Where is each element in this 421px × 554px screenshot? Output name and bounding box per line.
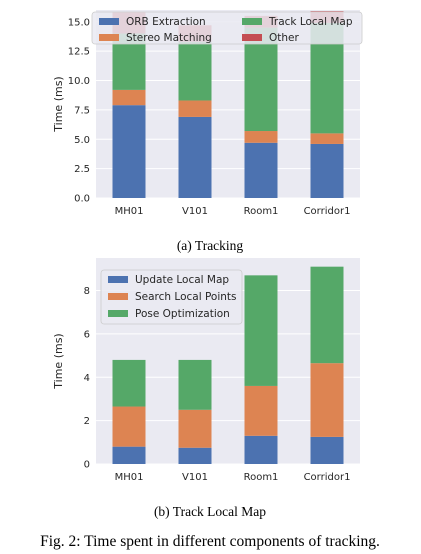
figure-caption: Fig. 2: Time spent in different componen… (40, 533, 380, 550)
x-tick-label: V101 (182, 472, 208, 483)
legend-label-orb-extraction: ORB Extraction (126, 16, 206, 28)
x-tick-label: Corridor1 (304, 472, 351, 483)
legend-swatch-other (242, 34, 262, 41)
x-tick-label: V101 (182, 206, 208, 217)
chart-track-local-map: 0 2 4 6 8 MH01 V101 Room1 Corridor1 Time (ms) Upda… (52, 258, 360, 483)
chart-tracking: 0.0 2.5 5.0 7.5 10.0 12.5 15.0 MH01 V101 Room1 Cor… (52, 10, 363, 217)
bar-v101-pose-optimization (178, 359, 212, 410)
y-tick-label: 12.5 (68, 47, 90, 58)
y-axis-label: Time (ms) (52, 76, 65, 132)
legend-swatch-pose-optimization (108, 310, 128, 317)
bar-room1-pose-optimization (244, 275, 278, 386)
bar-corridor1-update-local-map (310, 436, 344, 464)
legend-label-stereo-matching: Stereo Matching (126, 32, 212, 44)
y-tick-label: 15.0 (68, 17, 90, 28)
bar-mh01-search-local-points (112, 406, 146, 447)
y-tick-label: 8 (84, 286, 90, 297)
legend (100, 269, 243, 325)
x-tick-label: Corridor1 (304, 206, 351, 217)
legend-swatch-track-local-map (242, 18, 262, 25)
x-tick-label: Room1 (244, 472, 279, 483)
bar-room1-search-local-points (244, 385, 278, 436)
y-tick-label: 2 (84, 416, 90, 427)
bar-mh01-update-local-map (112, 446, 146, 464)
bar-mh01-stereo-matching (112, 89, 146, 106)
bar-corridor1-pose-optimization (310, 266, 344, 364)
y-tick-label: 0.0 (74, 194, 90, 205)
bar-corridor1-search-local-points (310, 363, 344, 437)
bar-v101-stereo-matching (178, 100, 212, 117)
legend-swatch-search-local-points (108, 293, 128, 300)
y-tick-label: 2.5 (74, 164, 90, 175)
bar-mh01-orb-extraction (112, 105, 146, 198)
legend-label-other: Other (269, 32, 299, 44)
legend-swatch-update-local-map (108, 276, 128, 283)
legend-label-track-local-map: Track Local Map (268, 16, 353, 28)
bar-room1-orb-extraction (244, 142, 278, 198)
y-axis-label: Time (ms) (52, 333, 65, 389)
bar-v101-track-local-map (178, 41, 212, 101)
caption-track-local-map: (b) Track Local Map (154, 504, 266, 519)
bar-room1-track-local-map (244, 27, 278, 132)
y-tick-label: 4 (84, 373, 90, 384)
bar-v101-search-local-points (178, 409, 212, 448)
x-tick-label: MH01 (115, 472, 144, 483)
bar-mh01-pose-optimization (112, 359, 146, 407)
bar-room1-stereo-matching (244, 131, 278, 143)
legend (91, 11, 363, 45)
y-tick-label: 6 (84, 329, 90, 340)
legend-label-pose-optimization: Pose Optimization (135, 308, 230, 320)
bar-corridor1-orb-extraction (310, 143, 344, 198)
legend-label-search-local-points: Search Local Points (135, 291, 237, 303)
caption-tracking: (a) Tracking (177, 238, 244, 253)
y-tick-label: 7.5 (74, 105, 90, 116)
bar-room1-update-local-map (244, 435, 278, 464)
bar-corridor1-stereo-matching (310, 133, 344, 144)
x-tick-label: MH01 (115, 206, 144, 217)
bar-v101-update-local-map (178, 447, 212, 464)
x-tick-label: Room1 (244, 206, 279, 217)
y-tick-label: 10.0 (68, 76, 90, 87)
bar-v101-orb-extraction (178, 116, 212, 198)
y-tick-label: 5.0 (74, 135, 90, 146)
y-tick-label: 0 (84, 460, 90, 471)
legend-swatch-stereo-matching (99, 34, 119, 41)
legend-swatch-orb-extraction (99, 18, 119, 25)
legend-label-update-local-map: Update Local Map (135, 274, 229, 286)
